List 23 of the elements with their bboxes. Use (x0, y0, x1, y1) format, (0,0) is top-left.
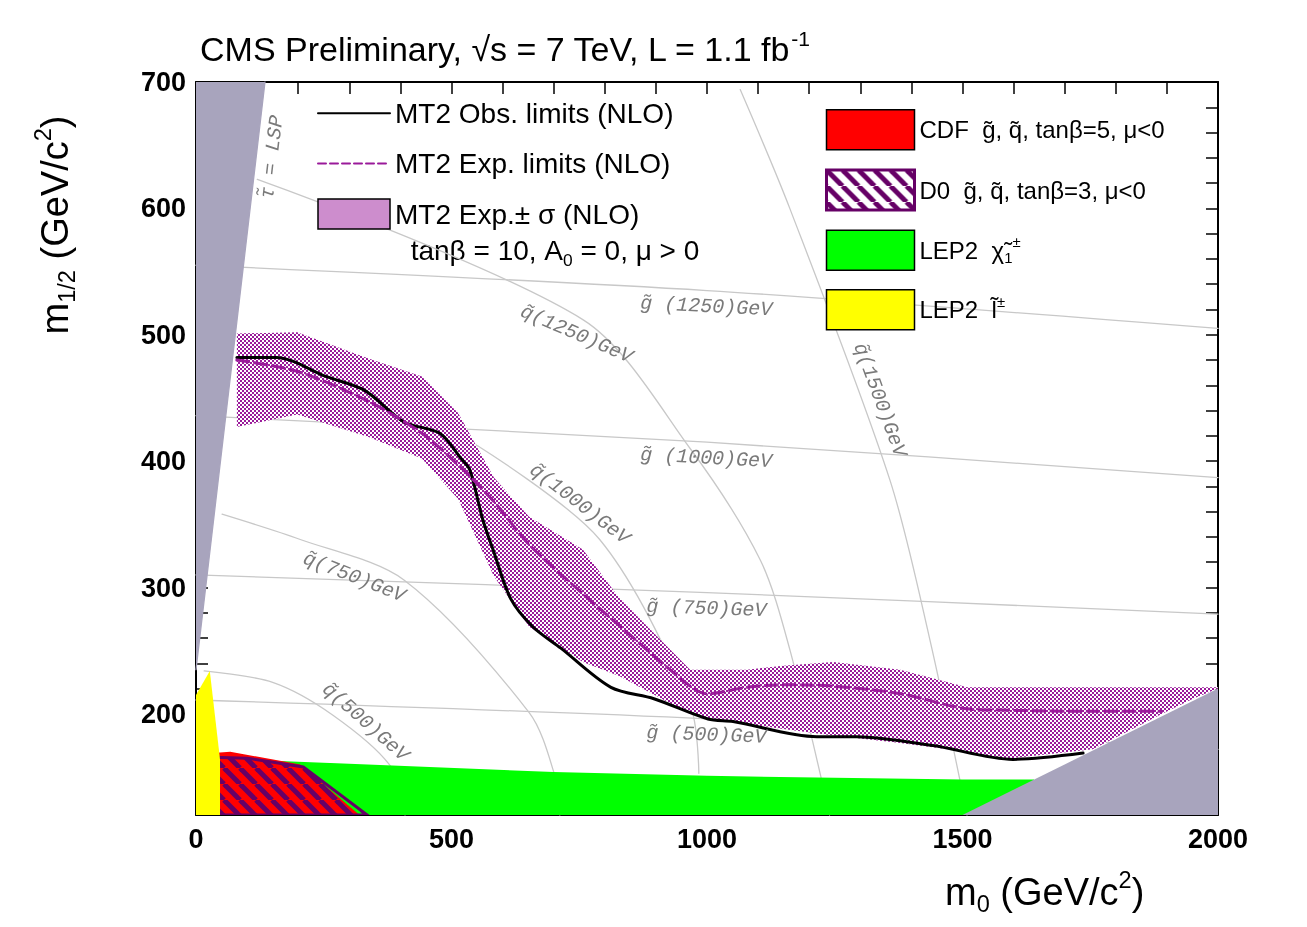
legend-label: MT2 Obs. limits (NLO) (395, 97, 674, 129)
annotation: g̃ (500)GeV (646, 721, 769, 749)
y-tick-label: 300 (140, 572, 186, 603)
legend-label: MT2 Exp.± σ (NLO) (395, 198, 640, 230)
x-tick-label: 0 (188, 823, 204, 854)
legend-label: LEP2 l̃± (919, 293, 1006, 324)
y-tick-label: 500 (140, 319, 186, 350)
legend-label: MT2 Exp. limits (NLO) (395, 148, 671, 180)
annotation: g̃ (1000)GeV (639, 443, 775, 474)
legend-label: CDF g̃, q̃, tanβ=5, μ<0 (919, 116, 1165, 144)
annotation: g̃ (1250)GeV (639, 291, 775, 322)
legend-label: D0 g̃, q̃, tanβ=3, μ<0 (919, 176, 1146, 204)
x-tick-label: 1500 (932, 823, 993, 854)
x-tick-label: 2000 (1187, 823, 1249, 854)
x-tick-label: 1000 (676, 823, 738, 854)
y-tick-label: 600 (140, 193, 186, 224)
annotation: τ̃ = LSP (253, 113, 289, 201)
y-axis-title: m1/2 (GeV/c2) (30, 115, 80, 335)
y-tick-label: 400 (140, 446, 186, 477)
annotation: g̃ (750)GeV (646, 594, 769, 623)
y-tick-label: 200 (140, 698, 186, 729)
y-tick-label: 700 (140, 67, 186, 97)
x-tick-label: 500 (428, 823, 475, 854)
